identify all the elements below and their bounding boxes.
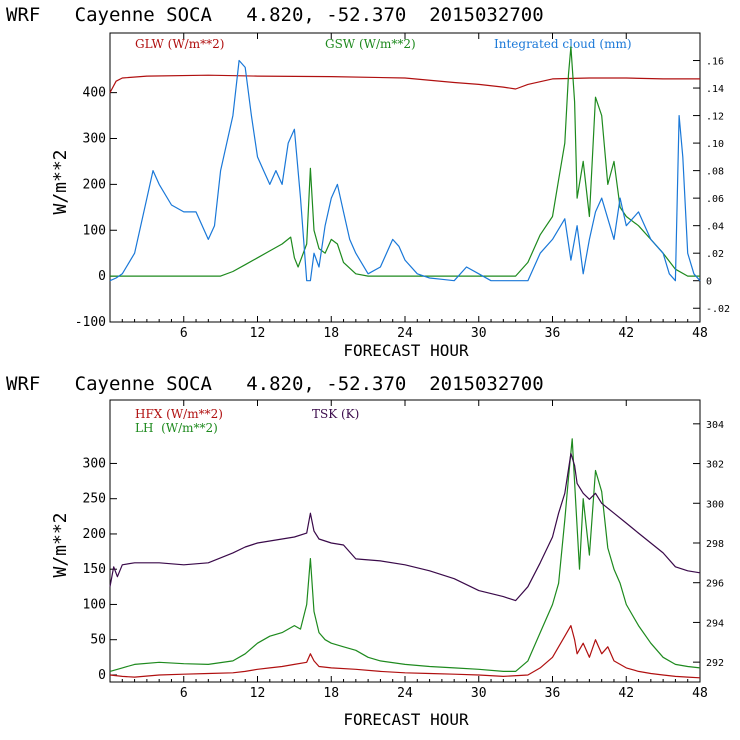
bottom-y-tick-label: 150 [83,562,106,577]
top-y2-tick-label: .04 [706,222,724,233]
top-x-tick-label: 24 [397,326,413,341]
bottom-x-tick-label: 36 [545,686,561,701]
top-y2-tick-label: .08 [706,167,724,178]
bottom-x-tick-label: 48 [692,686,708,701]
top-x-tick-label: 42 [618,326,634,341]
top-x-tick-label: 12 [250,326,266,341]
top-plot-frame [109,32,701,323]
top-x-tick-label: 30 [471,326,487,341]
top-series-integrated-line [109,59,701,282]
top-legend-cloud: Integrated cloud (mm) [494,37,632,51]
bottom-plot-area: 6 12 18 24 30 36 42 48 0 50 100 150 200 250 300 292 294 2… [83,399,724,701]
bottom-y2-tick-label: 300 [706,499,724,510]
bottom-series-tsk-line [109,453,701,602]
top-legend-gsw: GSW (W/m**2) [325,37,416,51]
bottom-y2-tick-label: 298 [706,539,724,550]
bottom-x-tick-label: 18 [323,686,339,701]
top-x-tick-label: 48 [692,326,708,341]
top-y2-tick-label: .02 [706,249,724,260]
top-y-tick-label: 300 [83,132,106,147]
bottom-plot-frame [109,399,701,683]
bottom-x-tick-label: 6 [180,686,188,701]
top-x-axis-label: FORECAST HOUR [343,341,469,360]
bottom-y-tick-label: 200 [83,527,106,542]
bottom-chart: WRF Cayenne SOCA 4.820, -52.370 20150327… [6,373,724,729]
bottom-y-tick-label: 300 [83,456,106,471]
bottom-series-lh-line [109,438,701,672]
bottom-y-tick-label: 50 [90,633,106,648]
top-series-glw-line [109,74,700,93]
bottom-y-tick-label: 250 [83,492,106,507]
top-y-tick-label: 400 [83,86,106,101]
top-y2-tick-label: .16 [706,57,724,68]
top-y-axis-label: W/m**2 [50,149,71,214]
bottom-chart-title: WRF Cayenne SOCA 4.820, -52.370 20150327… [6,373,544,395]
top-y2-tick-label: 0 [706,277,712,288]
top-x-tick-label: 6 [180,326,188,341]
bottom-y2-tick-label: 294 [706,618,724,629]
top-y2-tick-label: .10 [706,139,724,150]
top-y-tick-label: -100 [75,315,106,330]
bottom-x-tick-label: 30 [471,686,487,701]
bottom-y2-tick-label: 302 [706,460,724,471]
top-x-tick-label: 18 [323,326,339,341]
top-y-tick-label: 0 [98,269,106,284]
bottom-legend-lh: LH (W/m**2) [135,421,218,435]
bottom-legend-hfx: HFX (W/m**2) [135,407,223,421]
bottom-legend-tsk: TSK (K) [312,407,359,421]
bottom-x-tick-label: 24 [397,686,413,701]
bottom-y-tick-label: 0 [98,668,106,683]
bottom-y-axis-label: W/m**2 [50,512,71,577]
top-x-tick-label: 36 [545,326,561,341]
top-series-gsw-line [110,46,700,277]
top-y2-tick-label: -.02 [706,304,730,315]
bottom-y-tick-label: 100 [83,597,106,612]
top-y2-tick-label: .06 [706,194,724,205]
top-y2-tick-label: .12 [706,112,724,123]
top-y2-tick-label: .14 [706,84,724,95]
top-y-tick-label: 100 [83,223,106,238]
bottom-y2-tick-label: 292 [706,658,724,669]
top-chart-title: WRF Cayenne SOCA 4.820, -52.370 20150327… [6,4,544,26]
bottom-x-tick-label: 42 [618,686,634,701]
top-y-tick-label: 200 [83,177,106,192]
bottom-x-tick-label: 12 [250,686,266,701]
bottom-series-hfx-line [109,625,701,679]
top-plot-area: 6 12 18 24 30 36 42 48 -100 0 100 200 300 400 -.02 0 .02… [75,32,730,341]
bottom-y2-tick-label: 304 [706,420,724,431]
top-legend-glw: GLW (W/m**2) [135,37,224,51]
bottom-x-axis-label: FORECAST HOUR [343,710,469,729]
top-chart: WRF Cayenne SOCA 4.820, -52.370 20150327… [6,4,730,360]
bottom-y2-tick-label: 296 [706,579,724,590]
